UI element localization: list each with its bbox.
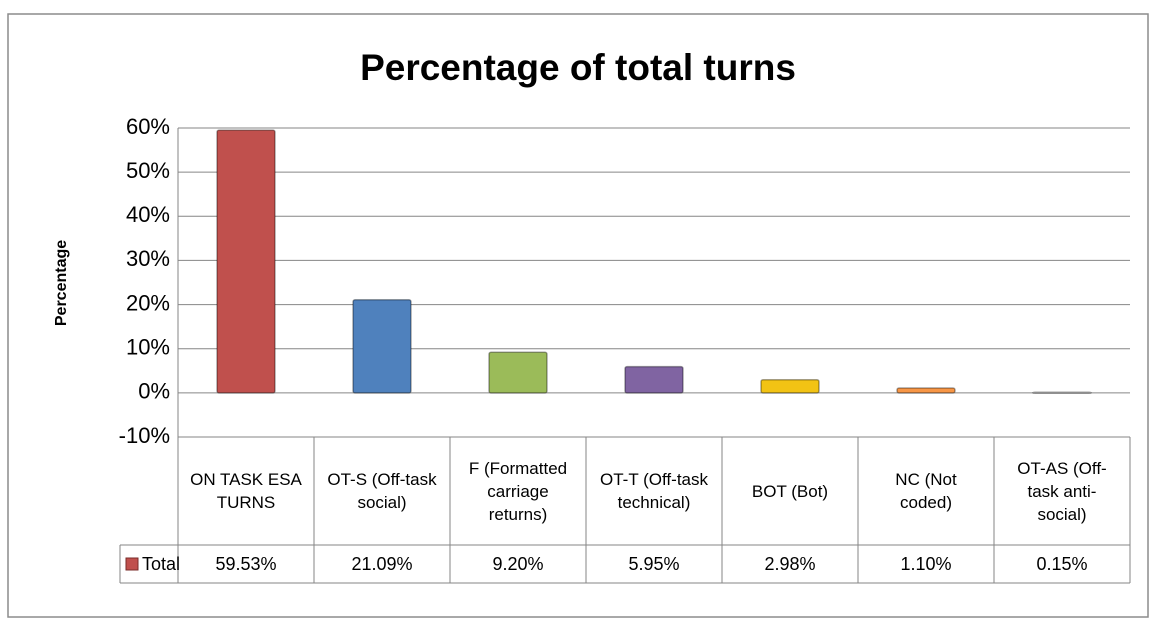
value-label: 1.10% <box>900 554 951 574</box>
y-tick-label: 0% <box>138 379 170 404</box>
y-axis-label: Percentage <box>53 240 70 326</box>
y-tick-label: -10% <box>119 423 170 448</box>
value-label: 5.95% <box>628 554 679 574</box>
x-tick-label: OT-AS (Off-task anti-social) <box>1017 458 1107 524</box>
x-tick-label: OT-S (Off-task social) <box>327 470 437 512</box>
bar <box>760 378 820 394</box>
x-tick-label: F (Formatted carriage returns) <box>468 458 568 524</box>
value-label: 2.98% <box>764 554 815 574</box>
bar <box>216 129 276 394</box>
value-label: 0.15% <box>1036 554 1087 574</box>
x-tick-label: BOT (Bot) <box>751 481 829 501</box>
chart-frame <box>7 13 1149 618</box>
y-tick-label: 60% <box>126 114 170 139</box>
value-label: 59.53% <box>215 554 276 574</box>
y-tick-label: 50% <box>126 158 170 183</box>
legend-swatch <box>125 557 139 571</box>
bar <box>896 387 956 394</box>
x-tick-label: NC (Not coded) <box>895 470 957 512</box>
bar <box>488 351 548 394</box>
x-tick-label: OT-T (Off-task technical) <box>600 470 708 512</box>
y-tick-label: 10% <box>126 335 170 360</box>
value-label: 21.09% <box>351 554 412 574</box>
y-tick-label: 40% <box>126 202 170 227</box>
bar <box>1032 391 1092 394</box>
bar <box>624 365 684 394</box>
x-tick-label: ON TASK ESA TURNS <box>190 470 302 512</box>
bar <box>352 299 412 394</box>
y-tick-label: 20% <box>126 290 170 315</box>
value-label: 9.20% <box>492 554 543 574</box>
legend-label: Total <box>142 554 180 574</box>
y-tick-label: 30% <box>126 246 170 271</box>
chart-title: Percentage of total turns <box>360 47 796 88</box>
